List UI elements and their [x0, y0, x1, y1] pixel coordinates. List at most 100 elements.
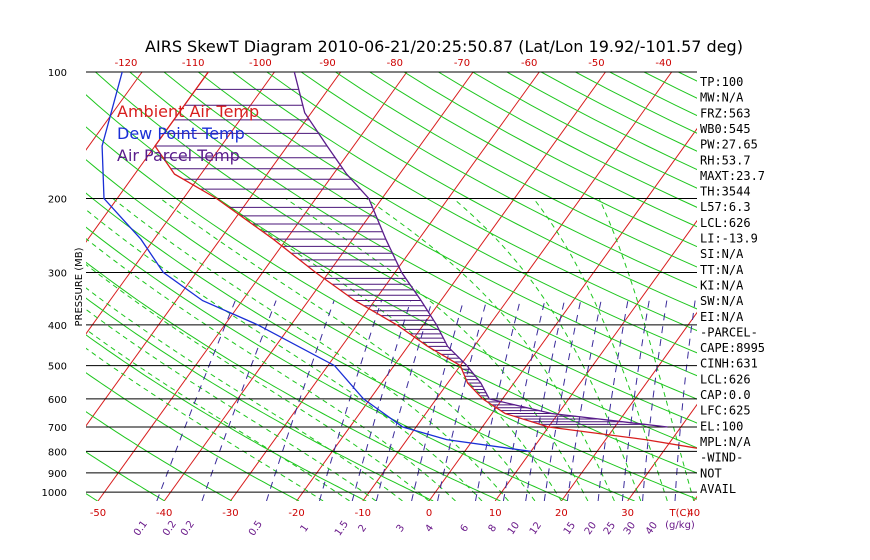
- index-item: RH:53.7: [700, 153, 751, 167]
- index-item: FRZ:563: [700, 106, 751, 120]
- isotherm-line: [86, 72, 275, 335]
- isotherm-line: [0, 72, 76, 501]
- isotherm-line: [229, 72, 540, 501]
- moist-adiabat-line: [86, 328, 350, 501]
- index-item: TP:100: [700, 75, 743, 89]
- mixing-ratio-line: [621, 300, 650, 501]
- isotherm-line: [163, 72, 474, 501]
- moist-adiabat-line: [86, 209, 483, 501]
- dry-adiabat-line: [86, 334, 367, 501]
- pressure-tick-label: 700: [48, 423, 67, 434]
- temperature-tick-label: -30: [222, 508, 238, 519]
- top-temperature-tick-label: -50: [588, 58, 604, 69]
- isotherm-line: [86, 72, 143, 151]
- mixing-ratio-label: 0.5: [247, 519, 265, 538]
- mixing-ratio-line: [642, 300, 668, 501]
- isotherm-line: [494, 219, 697, 501]
- temperature-tick-label: 40: [687, 508, 700, 519]
- chart-title: AIRS SkewT Diagram 2010-06-21/20:25:50.8…: [145, 37, 743, 56]
- index-item: LFC:625: [700, 404, 751, 418]
- dry-adiabat-line: [86, 372, 300, 501]
- dry-adiabat-line: [86, 261, 501, 501]
- mixing-ratio-label: 40: [644, 520, 660, 537]
- moist-adiabat-line: [533, 198, 668, 501]
- moist-adiabat-line: [86, 308, 377, 501]
- isotherm-line: [627, 403, 697, 501]
- mixing-ratio-line: [502, 300, 546, 501]
- isotherm-line: [97, 72, 408, 501]
- index-item: MPL:N/A: [700, 435, 751, 449]
- dry-adiabat-line: [86, 297, 434, 501]
- moist-adiabat-line: [598, 198, 695, 501]
- mixing-ratio-line: [597, 300, 629, 501]
- isotherm-line: [362, 72, 673, 501]
- top-temperature-tick-label: -90: [319, 58, 335, 69]
- temperature-tick-label: 30: [621, 508, 634, 519]
- mixing-ratio-label: 12: [528, 520, 544, 537]
- top-temperature-tick-label: -80: [387, 58, 403, 69]
- temperature-tick-label: -20: [288, 508, 304, 519]
- legend-entry: Air Parcel Temp: [117, 146, 240, 165]
- mixing-ratio-label: 1.5: [333, 519, 351, 538]
- legend: Ambient Air Temp Dew Point Temp Air Parcel…: [117, 102, 259, 165]
- moist-adiabat-line: [285, 198, 589, 501]
- mixing-ratio-label: 15: [562, 520, 578, 537]
- index-item: -PARCEL-: [700, 325, 758, 339]
- temperature-tick-label: 20: [555, 508, 568, 519]
- temperature-tick-label: 10: [489, 508, 502, 519]
- mixing-ratio-label: 4: [424, 523, 437, 535]
- top-temperature-tick-label: -100: [249, 58, 272, 69]
- index-item: L57:6.3: [700, 200, 751, 214]
- pressure-tick-label: 500: [48, 362, 67, 373]
- mixing-ratio-line: [566, 300, 602, 501]
- dry-adiabat-line: [163, 72, 697, 377]
- dry-adiabat-line: [232, 72, 697, 332]
- temperature-tick-label: -10: [355, 508, 371, 519]
- index-item: CINH:631: [700, 357, 758, 371]
- dry-adiabat-line: [300, 72, 697, 289]
- isotherm-line: [0, 72, 10, 501]
- mixing-ratio-line: [201, 300, 277, 501]
- mixing-ratio-label: 30: [622, 520, 638, 537]
- mixing-ratio-label: 0.1: [132, 519, 150, 538]
- mixing-ratio-label: 10: [506, 520, 522, 537]
- background-grid: [0, 72, 870, 501]
- index-item: MAXT:23.7: [700, 169, 765, 183]
- pressure-tick-label: 100: [48, 68, 67, 79]
- mixing-ratio-label: 2: [357, 523, 370, 535]
- top-temperature-tick-label: -120: [115, 58, 138, 69]
- dry-adiabat-line: [86, 226, 568, 501]
- dry-adiabat-line: [86, 451, 165, 501]
- pressure-tick-label: 200: [48, 194, 67, 205]
- pressure-tick-label: 400: [48, 321, 67, 332]
- moist-adiabat-line: [86, 238, 456, 501]
- index-item: TT:N/A: [700, 263, 744, 277]
- index-item: LCL:626: [700, 372, 751, 386]
- moist-adiabat-line: [86, 264, 430, 501]
- index-item: SI:N/A: [700, 247, 744, 261]
- dry-adiabat-line: [369, 72, 697, 248]
- dry-adiabat-line: [86, 126, 697, 474]
- mixing-ratio-line: [674, 300, 696, 501]
- isotherm-line: [428, 127, 697, 501]
- isotherm-line: [760, 72, 870, 501]
- top-temperature-tick-label: -40: [655, 58, 671, 69]
- index-item: AVAIL: [700, 482, 736, 496]
- isobar-lines: [86, 71, 697, 493]
- index-item: TH:3544: [700, 185, 751, 199]
- moist-adiabat-line: [160, 198, 536, 501]
- pressure-tick-label: 900: [48, 469, 67, 480]
- mixing-ratio-label: 25: [602, 520, 618, 537]
- dry-adiabat-line: [86, 411, 233, 501]
- legend-entry: Dew Point Temp: [117, 124, 245, 143]
- profile-curves: [101, 72, 697, 453]
- moist-adiabat-line: [112, 198, 509, 501]
- cape-hatching: [155, 72, 668, 428]
- mixing-ratio-unit-label: (g/kg): [665, 520, 695, 531]
- pressure-tick-label: 1000: [42, 488, 67, 499]
- moist-adiabat-line: [366, 198, 615, 501]
- dry-adiabat-line: [335, 72, 697, 268]
- mixing-ratio-label: 3: [395, 523, 408, 535]
- moist-adiabat-line: [453, 198, 642, 501]
